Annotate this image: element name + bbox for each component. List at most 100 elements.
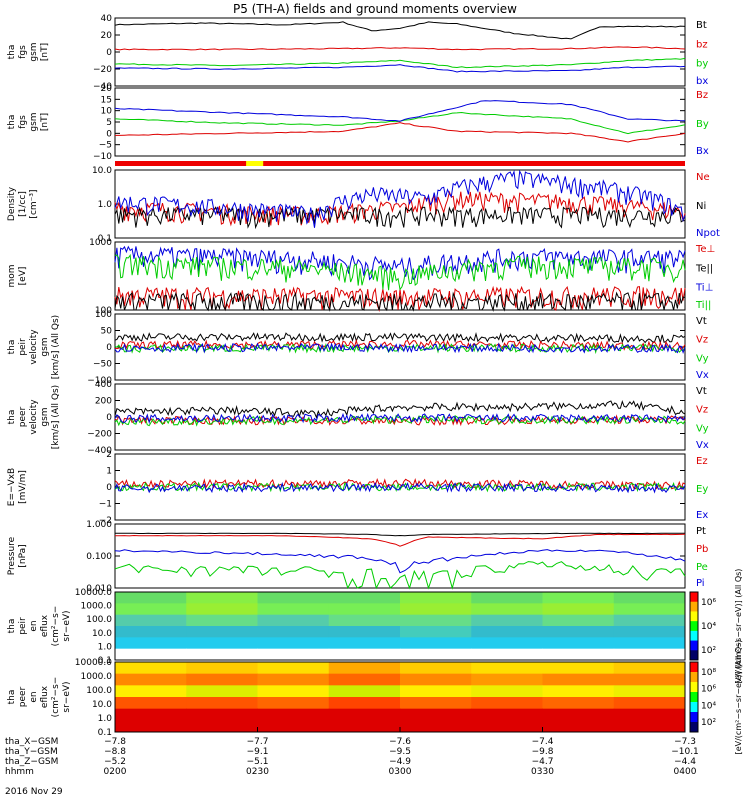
colorbar-segment: [690, 621, 698, 632]
legend-entry: By: [696, 119, 709, 130]
heatmap-cell: [115, 685, 187, 698]
x-tick-label: −5.1: [247, 757, 269, 767]
heatmap-cell: [257, 603, 330, 616]
y-tick-label: 1.0: [98, 642, 113, 652]
x-tick-label: −7.8: [104, 737, 126, 747]
colorbar-segment: [690, 630, 698, 642]
heatmap-cell: [328, 592, 401, 604]
y-axis-label: Density: [7, 186, 17, 221]
y-axis-label: en: [29, 620, 39, 631]
y-tick-label: 5: [106, 118, 112, 128]
colorbar-frame: [689, 591, 699, 661]
series-line: [114, 342, 686, 355]
colorbar-segment: [690, 650, 698, 661]
heatmap-cell: [257, 673, 330, 686]
y-axis-label: peir: [18, 617, 28, 635]
y-tick-label: −20: [93, 65, 112, 75]
heatmap-cell: [542, 626, 615, 638]
heatmap-cell: [542, 603, 615, 616]
heatmap-cell: [115, 637, 187, 650]
y-tick-label: 1.0: [98, 714, 113, 724]
series-line: [114, 561, 686, 590]
y-axis-label: peer: [18, 406, 28, 427]
y-axis-label: [cm⁻³]: [29, 189, 39, 218]
heatmap-cell: [186, 592, 258, 604]
x-tick-label: −4.7: [532, 757, 554, 767]
x-tick-label: −9.5: [389, 747, 411, 757]
y-tick-label: 100.0: [86, 615, 112, 625]
series-line: [114, 169, 686, 228]
heatmap-cell: [186, 662, 258, 675]
y-tick-label: −10: [93, 152, 112, 162]
heatmap-cell: [257, 592, 330, 604]
y-axis-label: fgs: [18, 45, 28, 59]
heatmap-cell: [257, 685, 330, 698]
y-axis-label: [nT]: [40, 113, 50, 131]
y-axis-label: sr−eV): [62, 610, 72, 641]
x-tick-label: −4.9: [389, 757, 411, 767]
colorbar-segment: [690, 702, 698, 713]
heatmap-cell: [328, 603, 401, 616]
heatmap-cell: [257, 648, 330, 661]
y-axis-label: tha: [7, 45, 17, 60]
x-axis-row-label: tha_Z−GSM: [5, 757, 58, 767]
legend-entry: Bz: [696, 90, 708, 101]
heatmap-cell: [471, 697, 543, 710]
y-axis-label: tha: [7, 410, 17, 425]
heatmap-cell: [400, 673, 472, 686]
series-line: [114, 532, 686, 537]
legend-entry: Te||: [695, 263, 713, 274]
heatmap-cell: [400, 662, 472, 675]
y-axis-label: gsm: [40, 407, 50, 426]
y-tick-label: −100: [87, 376, 112, 386]
y-tick-label: 50: [101, 327, 113, 337]
heatmap-cell: [613, 637, 686, 650]
date-label: 2016 Nov 29: [5, 787, 63, 797]
panel-frame: [114, 169, 686, 239]
x-tick-label: −10.1: [671, 747, 699, 757]
colorbar-label: [eV/(cm²−s−sr−eV)] (All Qs): [734, 640, 743, 755]
heatmap-cell: [471, 708, 543, 721]
legend-entry: Vz: [696, 335, 708, 346]
heatmap-cell: [542, 708, 615, 721]
y-axis-label: gsm: [40, 337, 50, 356]
x-tick-label: 0200: [104, 767, 127, 777]
y-axis-label: (cm²−s−: [51, 606, 61, 647]
y-axis-label: peir: [18, 338, 28, 356]
legend-entry: Ey: [696, 484, 708, 495]
heatmap-cell: [186, 685, 258, 698]
x-tick-label: −9.8: [532, 747, 554, 757]
series-line: [114, 412, 686, 425]
y-axis-label: velocity: [29, 329, 39, 365]
x-tick-label: −7.4: [532, 737, 554, 747]
heatmap-cell: [542, 662, 615, 675]
y-axis-label: eflux: [40, 685, 50, 708]
legend-entry: Vt: [696, 386, 707, 397]
heatmap-cell: [115, 708, 187, 721]
heatmap-cell: [115, 648, 187, 661]
colorbar-tick-label: 10²: [701, 646, 716, 656]
y-tick-label: 100: [95, 306, 112, 316]
y-axis-label: gsm: [29, 42, 39, 61]
x-tick-label: 0400: [674, 767, 697, 777]
x-axis-row-label: tha_Y−GSM: [5, 747, 58, 757]
heatmap-cell: [115, 720, 187, 733]
heatmap-cell: [613, 662, 686, 675]
y-tick-label: 1000: [89, 238, 112, 248]
heatmap-cell: [471, 685, 543, 698]
series-line: [114, 332, 686, 345]
y-axis-label: eflux: [40, 614, 50, 637]
y-tick-label: 1000.0: [81, 672, 113, 682]
heatmap-cell: [328, 648, 401, 661]
heatmap-cell: [400, 592, 472, 604]
legend-entry: bz: [696, 39, 708, 50]
heatmap-cell: [328, 626, 401, 638]
colorbar-frame: [689, 661, 699, 733]
heatmap-cell: [542, 697, 615, 710]
legend-entry: Vz: [696, 405, 708, 416]
y-tick-label: 1000.0: [81, 602, 113, 612]
heatmap-cell: [328, 673, 401, 686]
heatmap-cell: [613, 685, 686, 698]
heatmap-cell: [328, 685, 401, 698]
legend-entry: Ez: [696, 456, 708, 467]
